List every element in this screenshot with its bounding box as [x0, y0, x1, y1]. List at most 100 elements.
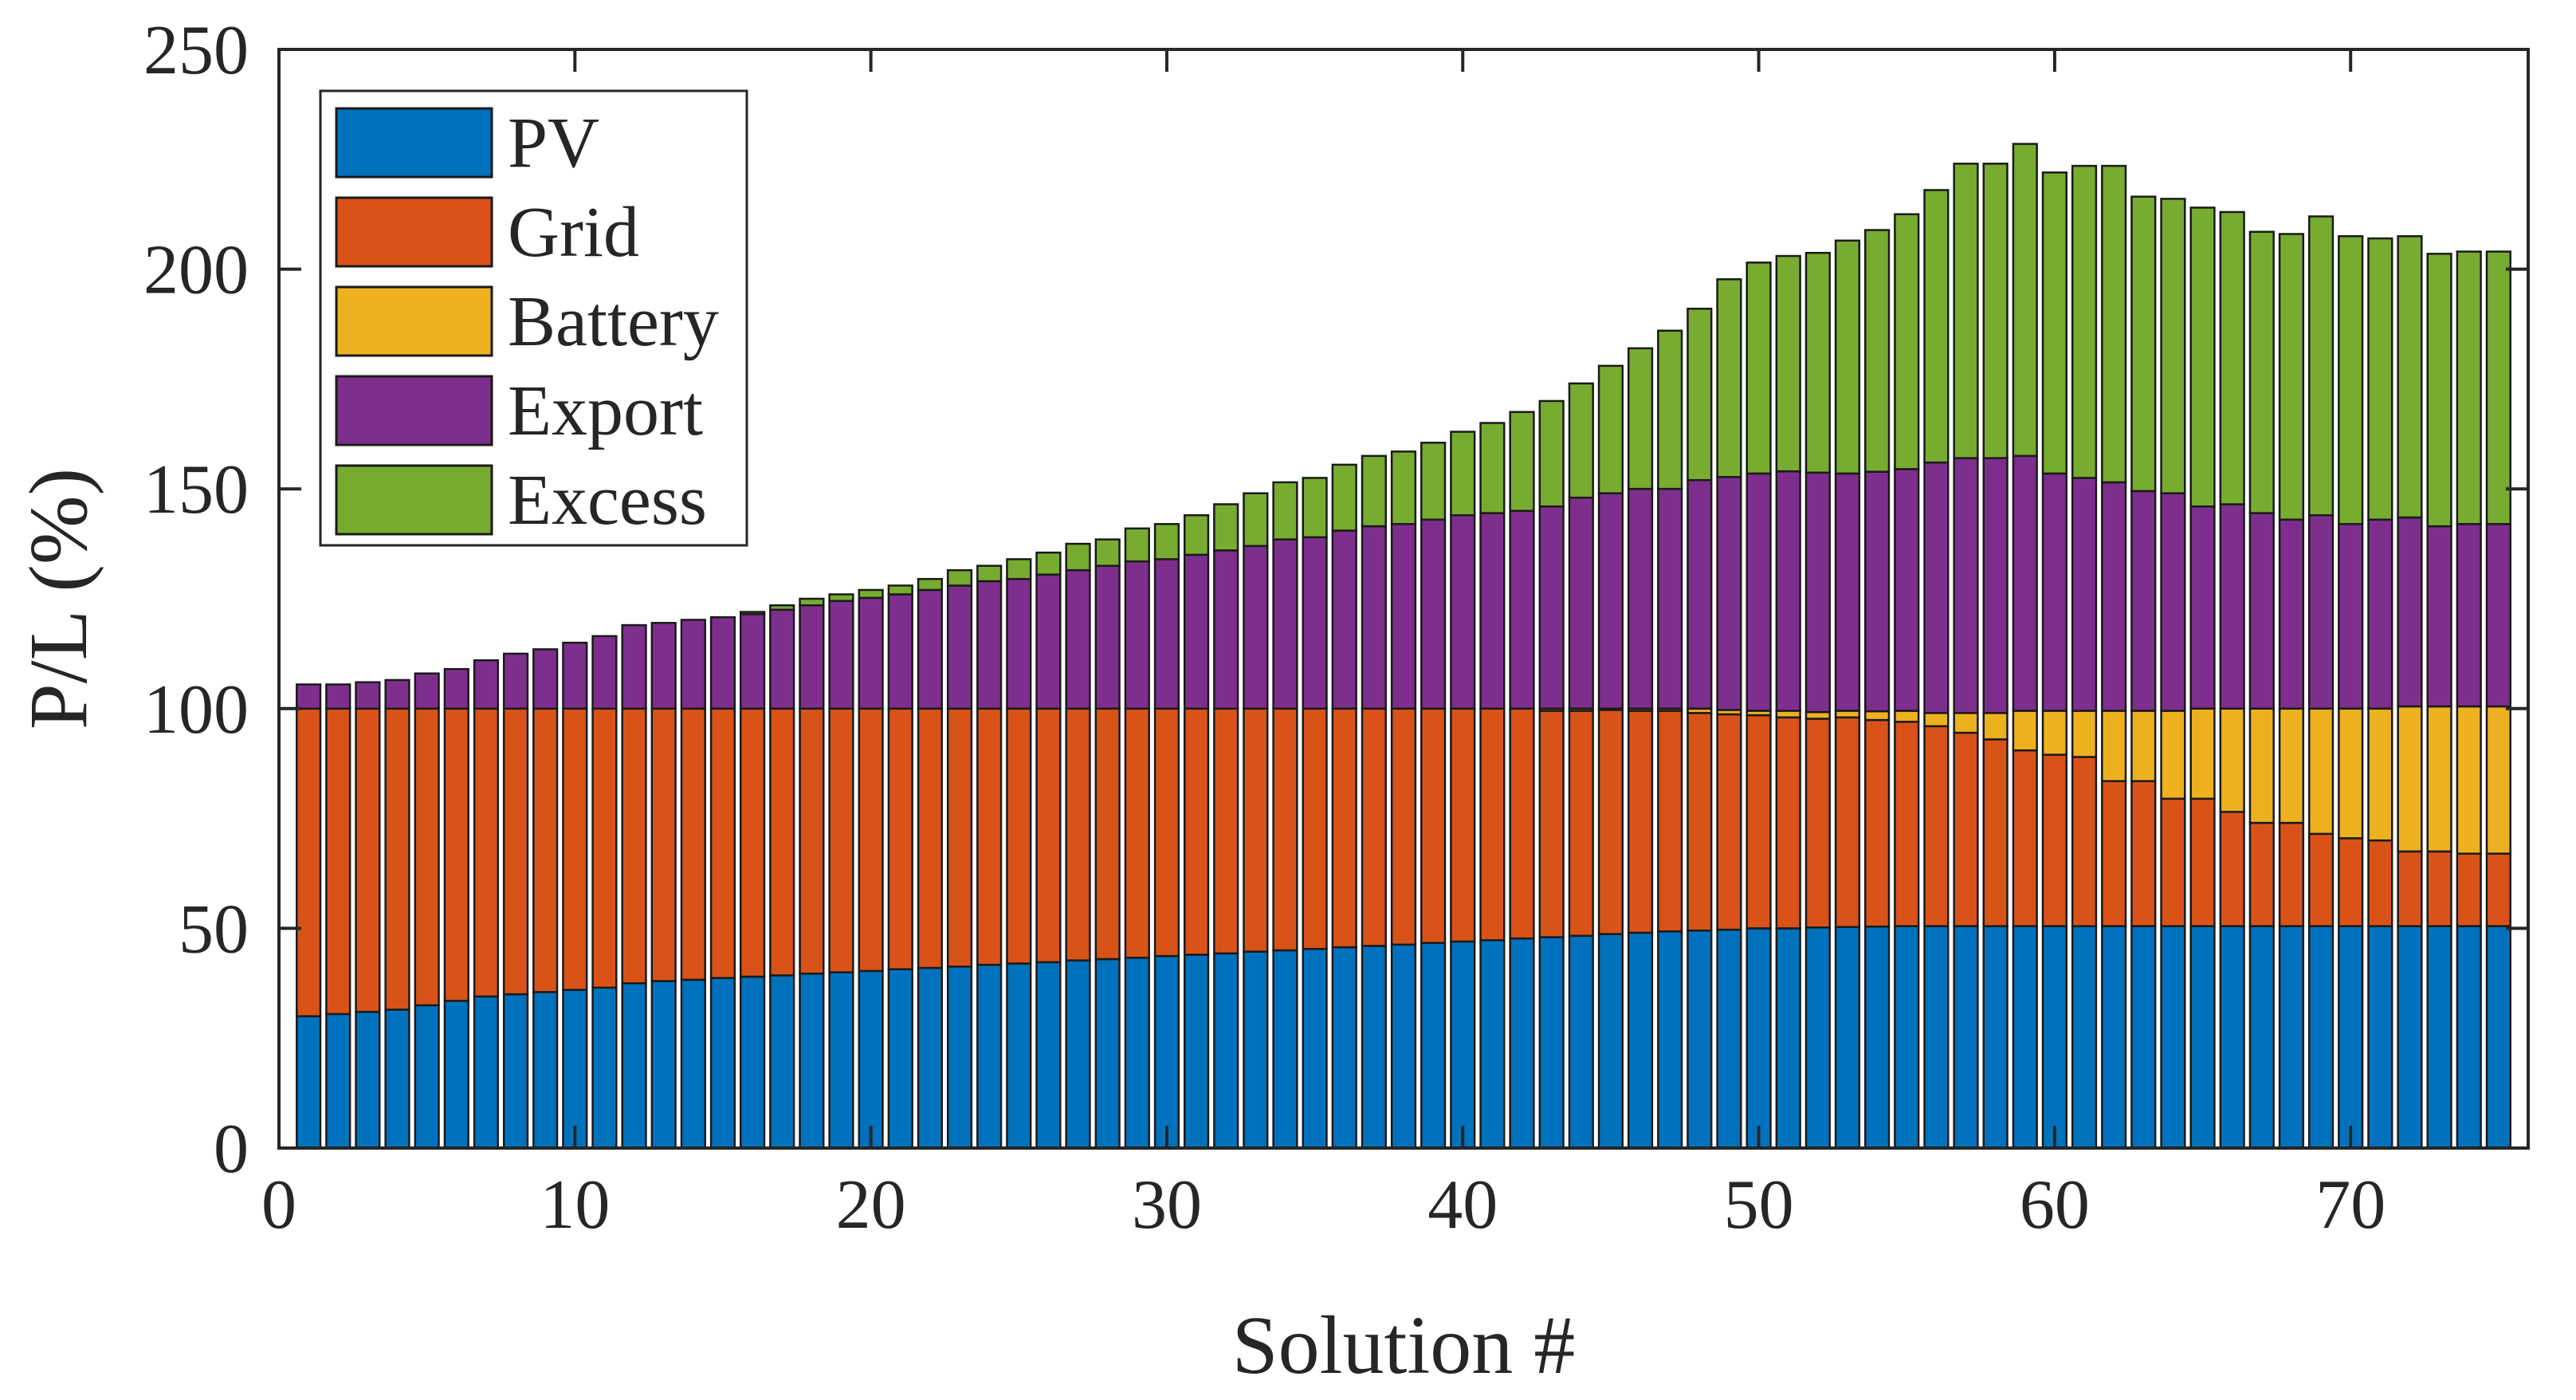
bar-grid-52 — [1804, 718, 1831, 929]
bar-battery-63 — [2130, 710, 2157, 782]
bar-grid-63 — [2130, 780, 2157, 927]
bar-grid-66 — [2219, 811, 2245, 927]
bar-excess-42 — [1509, 411, 1535, 513]
bar-excess-36 — [1331, 463, 1357, 532]
bar-excess-53 — [1834, 239, 1861, 475]
bar-pv-1 — [296, 1015, 322, 1150]
bar-pv-21 — [887, 968, 913, 1150]
bar-pv-13 — [650, 980, 677, 1150]
bar-battery-65 — [2189, 707, 2216, 800]
bar-pv-71 — [2367, 925, 2393, 1150]
bar-pv-44 — [1568, 934, 1594, 1150]
bar-grid-68 — [2278, 821, 2305, 927]
bar-grid-70 — [2338, 837, 2364, 927]
bar-export-62 — [2101, 481, 2127, 712]
bar-grid-19 — [828, 707, 854, 973]
bar-excess-75 — [2485, 250, 2511, 525]
bar-excess-65 — [2189, 206, 2216, 508]
bar-export-51 — [1775, 470, 1801, 712]
legend-swatch-export — [335, 375, 493, 446]
bar-grid-43 — [1538, 710, 1565, 938]
bar-grid-38 — [1390, 707, 1417, 946]
y-tick-label: 50 — [179, 891, 249, 968]
bar-export-56 — [1923, 461, 1950, 714]
bar-pv-72 — [2397, 925, 2423, 1150]
bar-pv-11 — [591, 986, 618, 1150]
bar-grid-22 — [917, 707, 944, 969]
bar-grid-49 — [1716, 713, 1742, 931]
legend-label-pv: PV — [508, 104, 599, 183]
bar-pv-49 — [1716, 928, 1742, 1150]
bar-grid-50 — [1745, 714, 1772, 930]
bar-export-47 — [1657, 487, 1683, 710]
bar-pv-32 — [1213, 952, 1239, 1150]
bar-export-73 — [2426, 525, 2452, 708]
bar-pv-30 — [1153, 954, 1180, 1150]
bar-grid-10 — [562, 707, 588, 991]
bar-battery-51 — [1775, 710, 1801, 719]
bar-pv-53 — [1834, 926, 1861, 1150]
bar-grid-18 — [799, 707, 825, 975]
bar-pv-22 — [917, 966, 944, 1150]
bar-grid-69 — [2307, 832, 2334, 927]
bar-export-74 — [2456, 523, 2482, 708]
legend-label-grid: Grid — [508, 193, 639, 272]
bar-export-36 — [1331, 529, 1357, 710]
bar-export-13 — [650, 622, 677, 710]
bar-excess-50 — [1745, 262, 1772, 475]
bar-export-41 — [1479, 512, 1506, 710]
bar-grid-12 — [621, 707, 647, 985]
bar-grid-61 — [2071, 756, 2098, 927]
bar-excess-59 — [2012, 143, 2038, 458]
bar-pv-61 — [2071, 925, 2098, 1150]
bar-pv-27 — [1065, 959, 1091, 1150]
bar-excess-51 — [1775, 254, 1801, 473]
bar-grid-4 — [384, 707, 410, 1011]
bar-export-44 — [1568, 496, 1594, 710]
bar-export-50 — [1745, 472, 1772, 712]
bar-pv-60 — [2041, 925, 2068, 1150]
bar-export-16 — [740, 613, 766, 710]
bar-grid-51 — [1775, 716, 1801, 930]
bar-grid-20 — [858, 707, 884, 973]
bar-pv-67 — [2248, 925, 2275, 1150]
bar-grid-39 — [1420, 707, 1447, 944]
bar-pv-31 — [1183, 954, 1210, 1150]
bar-excess-31 — [1183, 514, 1210, 556]
bar-excess-58 — [1982, 163, 2009, 459]
bar-grid-75 — [2485, 852, 2511, 927]
legend-swatch-pv — [335, 107, 493, 179]
bar-export-18 — [799, 604, 825, 710]
bar-excess-17 — [769, 604, 795, 612]
bar-excess-70 — [2338, 235, 2364, 525]
bar-grid-45 — [1597, 709, 1624, 935]
bar-grid-56 — [1923, 725, 1950, 927]
bar-pv-66 — [2219, 925, 2245, 1150]
bar-pv-47 — [1657, 930, 1683, 1150]
bar-pv-36 — [1331, 946, 1357, 1150]
y-tick-label: 100 — [143, 671, 249, 749]
bar-export-10 — [562, 641, 588, 710]
bar-excess-23 — [946, 568, 973, 587]
bar-battery-70 — [2338, 707, 2364, 840]
bar-grid-73 — [2426, 850, 2452, 927]
bar-grid-44 — [1568, 710, 1594, 938]
bar-export-23 — [946, 584, 973, 710]
bar-grid-28 — [1094, 707, 1121, 961]
bar-pv-74 — [2456, 925, 2482, 1150]
bar-excess-66 — [2219, 210, 2245, 505]
bar-grid-36 — [1331, 707, 1357, 949]
bar-grid-46 — [1627, 710, 1654, 934]
bar-export-59 — [2012, 454, 2038, 712]
bar-export-63 — [2130, 490, 2157, 712]
bar-export-20 — [858, 596, 884, 710]
bar-battery-66 — [2219, 707, 2245, 813]
bar-excess-43 — [1538, 399, 1565, 508]
bar-pv-18 — [799, 972, 825, 1150]
bar-excess-67 — [2248, 230, 2275, 514]
bar-export-45 — [1597, 492, 1624, 710]
bar-pv-10 — [562, 989, 588, 1150]
bar-pv-2 — [325, 1013, 351, 1150]
bar-excess-63 — [2130, 195, 2157, 493]
bar-grid-41 — [1479, 707, 1506, 942]
